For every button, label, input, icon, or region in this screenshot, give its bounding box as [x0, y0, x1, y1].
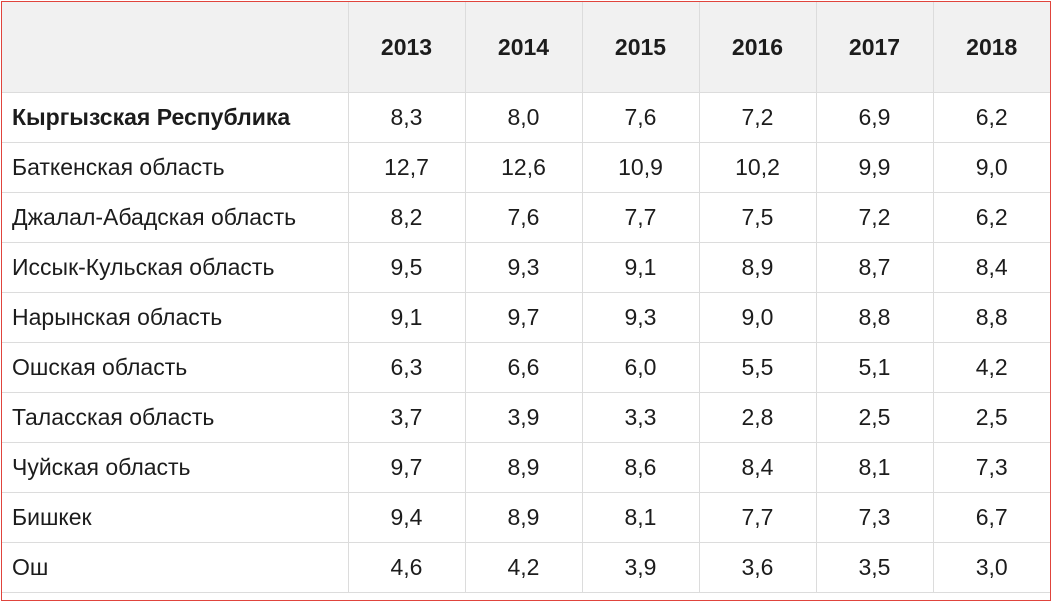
table-cell: 2,5	[933, 392, 1050, 443]
table-row-issyk-kul: Иссык-Кульская область 9,5 9,3 9,1 8,9 8…	[2, 242, 1050, 293]
table-cell: 3,5	[816, 542, 934, 593]
row-label: Нарынская область	[2, 292, 349, 343]
table-cell: 7,5	[699, 192, 817, 243]
table-cell: 12,7	[348, 142, 466, 193]
table-cell: 8,9	[465, 442, 583, 493]
table-cell: 3,9	[582, 542, 700, 593]
year-header-2017: 2017	[816, 2, 934, 93]
table-cell: 7,7	[582, 192, 700, 243]
table-row-jalal-abad: Джалал-Абадская область 8,2 7,6 7,7 7,5 …	[2, 192, 1050, 243]
table-cell: 8,8	[816, 292, 934, 343]
table-cell: 3,3	[582, 392, 700, 443]
row-label: Джалал-Абадская область	[2, 192, 349, 243]
table-cell: 6,2	[933, 192, 1050, 243]
table-cell: 8,0	[465, 92, 583, 143]
year-header-2013: 2013	[348, 2, 466, 93]
year-header-2015: 2015	[582, 2, 700, 93]
table-cell: 3,0	[933, 542, 1050, 593]
row-label: Кыргызская Республика	[2, 92, 349, 143]
year-header-2018: 2018	[933, 2, 1050, 93]
row-label: Бишкек	[2, 492, 349, 543]
table-cell: 8,1	[816, 442, 934, 493]
table-cell: 6,9	[816, 92, 934, 143]
table-cell: 6,2	[933, 92, 1050, 143]
table-cell: 5,5	[699, 342, 817, 393]
header-corner-cell	[2, 2, 349, 93]
table-cell: 9,0	[699, 292, 817, 343]
table-cell: 8,2	[348, 192, 466, 243]
table-cell: 3,7	[348, 392, 466, 443]
table-cell: 7,6	[465, 192, 583, 243]
table-cell: 9,4	[348, 492, 466, 543]
table-cell: 8,6	[582, 442, 700, 493]
table-cell: 10,2	[699, 142, 817, 193]
table-cell: 3,9	[465, 392, 583, 443]
table-cell: 7,3	[816, 492, 934, 543]
table-cell: 6,3	[348, 342, 466, 393]
table-cell: 8,4	[699, 442, 817, 493]
row-label: Чуйская область	[2, 442, 349, 493]
table-cell: 8,8	[933, 292, 1050, 343]
table-cell: 2,8	[699, 392, 817, 443]
table-cell: 8,9	[699, 242, 817, 293]
row-label: Баткенская область	[2, 142, 349, 193]
table-cell: 9,1	[348, 292, 466, 343]
table-cell: 4,6	[348, 542, 466, 593]
table-cell: 9,3	[582, 292, 700, 343]
row-label: Ошская область	[2, 342, 349, 393]
table-cell: 9,5	[348, 242, 466, 293]
table-cell: 7,2	[699, 92, 817, 143]
table-cell: 5,1	[816, 342, 934, 393]
table-row-osh-region: Ошская область 6,3 6,6 6,0 5,5 5,1 4,2	[2, 342, 1050, 393]
table-cell: 8,1	[582, 492, 700, 543]
year-header-2014: 2014	[465, 2, 583, 93]
table-row-bishkek: Бишкек 9,4 8,9 8,1 7,7 7,3 6,7	[2, 492, 1050, 543]
data-table: 2013 2014 2015 2016 2017 2018 Кыргызская…	[2, 2, 1050, 593]
row-label: Таласская область	[2, 392, 349, 443]
table-row-chui: Чуйская область 9,7 8,9 8,6 8,4 8,1 7,3	[2, 442, 1050, 493]
table-cell: 6,7	[933, 492, 1050, 543]
table-cell: 2,5	[816, 392, 934, 443]
table-cell: 8,7	[816, 242, 934, 293]
table-row-naryn: Нарынская область 9,1 9,7 9,3 9,0 8,8 8,…	[2, 292, 1050, 343]
table-cell: 7,3	[933, 442, 1050, 493]
table-cell: 4,2	[933, 342, 1050, 393]
table-row-kyrgyz-republic: Кыргызская Республика 8,3 8,0 7,6 7,2 6,…	[2, 92, 1050, 143]
table-cell: 7,6	[582, 92, 700, 143]
table-cell: 6,6	[465, 342, 583, 393]
table-cell: 4,2	[465, 542, 583, 593]
table-cell: 9,7	[465, 292, 583, 343]
table-cell: 10,9	[582, 142, 700, 193]
table-cell: 8,9	[465, 492, 583, 543]
table-cell: 3,6	[699, 542, 817, 593]
table-row-talas: Таласская область 3,7 3,9 3,3 2,8 2,5 2,…	[2, 392, 1050, 443]
table-cell: 7,7	[699, 492, 817, 543]
table-cell: 12,6	[465, 142, 583, 193]
table-cell: 9,0	[933, 142, 1050, 193]
table-cell: 8,4	[933, 242, 1050, 293]
table-cell: 9,9	[816, 142, 934, 193]
year-header-2016: 2016	[699, 2, 817, 93]
table-cell: 9,3	[465, 242, 583, 293]
table-cell: 9,7	[348, 442, 466, 493]
table-cell: 6,0	[582, 342, 700, 393]
row-label: Ош	[2, 542, 349, 593]
table-cell: 9,1	[582, 242, 700, 293]
row-label: Иссык-Кульская область	[2, 242, 349, 293]
table-cell: 8,3	[348, 92, 466, 143]
header-row: 2013 2014 2015 2016 2017 2018	[2, 2, 1050, 93]
table-row-batken: Баткенская область 12,7 12,6 10,9 10,2 9…	[2, 142, 1050, 193]
table-row-osh-city: Ош 4,6 4,2 3,9 3,6 3,5 3,0	[2, 542, 1050, 593]
table-cell: 7,2	[816, 192, 934, 243]
